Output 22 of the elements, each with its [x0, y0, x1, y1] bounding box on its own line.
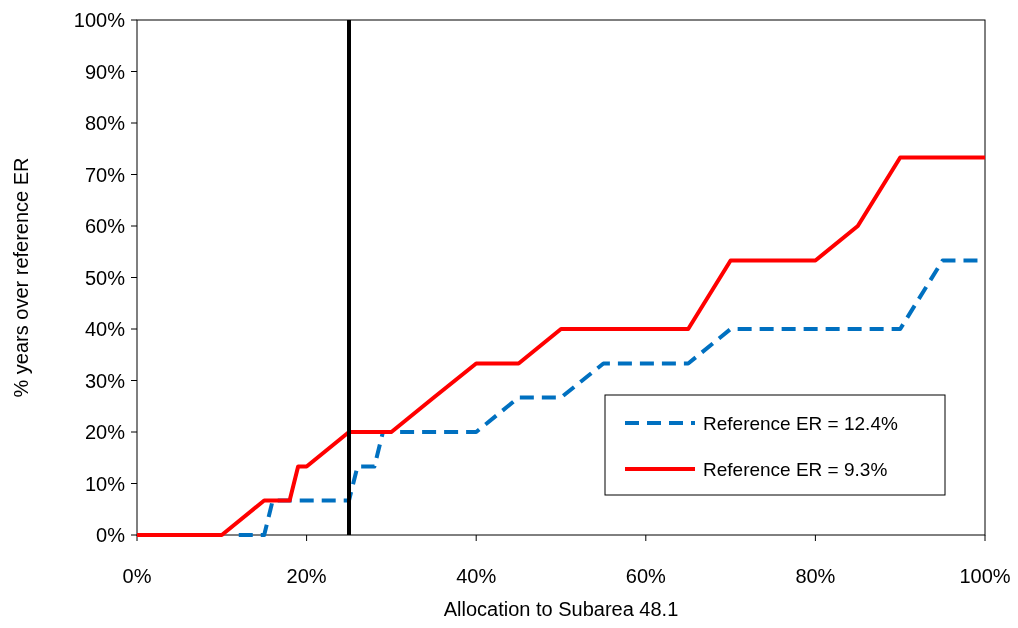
- y-tick-label: 20%: [84, 421, 126, 443]
- line-series: [135, 155, 987, 537]
- y-tick-label: 50%: [84, 266, 126, 289]
- x-tick-label: 40%: [456, 565, 497, 587]
- y-tick-label: 60%: [84, 215, 126, 237]
- x-tick-label: 80%: [795, 565, 836, 587]
- y-tick-label: 0%: [96, 524, 126, 546]
- y-tick-label: 10%: [84, 472, 126, 495]
- x-tick-label: 20%: [286, 565, 327, 587]
- y-axis-title: % years over reference ER: [10, 157, 32, 398]
- x-tick-label: 100%: [959, 565, 1011, 587]
- y-tick-label: 80%: [84, 112, 126, 134]
- y-tick-label: 90%: [84, 60, 126, 83]
- y-tick-label: 30%: [84, 369, 126, 392]
- legend-label: Reference ER = 12.4%: [703, 412, 898, 434]
- x-tick-label: 0%: [122, 565, 152, 587]
- y-tick-label: 40%: [84, 318, 126, 340]
- y-tick-label: 100%: [73, 9, 126, 31]
- x-axis-title: Allocation to Subarea 48.1: [443, 598, 679, 620]
- y-tick-label: 70%: [84, 163, 126, 186]
- x-tick-label: 60%: [625, 565, 667, 587]
- legend-label: Reference ER = 9.3%: [703, 458, 888, 480]
